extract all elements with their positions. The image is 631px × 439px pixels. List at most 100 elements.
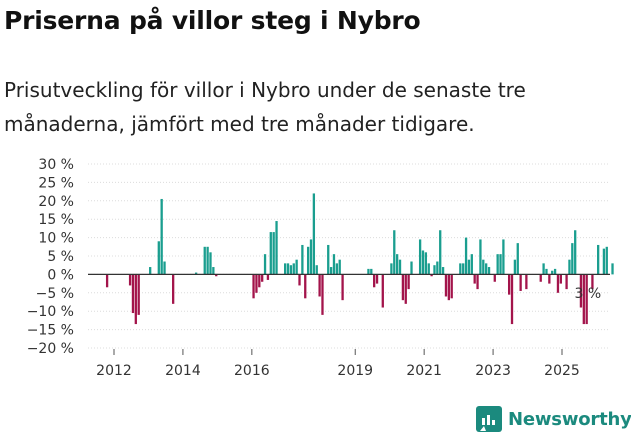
brand-name: Newsworthy xyxy=(508,408,631,430)
bar-positive xyxy=(553,268,557,275)
bar-positive xyxy=(545,268,548,275)
bar-negative xyxy=(318,274,321,297)
bar-positive xyxy=(502,239,505,275)
y-tick-label: 0 % xyxy=(47,267,74,283)
y-tick-label: 30 % xyxy=(38,157,74,173)
bar-positive xyxy=(309,239,313,275)
bar-negative xyxy=(539,274,542,282)
bar-positive xyxy=(284,263,287,275)
bar-series xyxy=(105,193,614,325)
grid-lines xyxy=(88,163,610,349)
bar-positive xyxy=(263,254,267,275)
bar-negative xyxy=(375,274,379,284)
bar-positive xyxy=(338,259,341,275)
bar-positive xyxy=(571,243,574,275)
bar-negative xyxy=(373,274,376,288)
bar-negative xyxy=(430,274,433,277)
bar-positive xyxy=(441,267,445,275)
bar-negative xyxy=(105,274,109,288)
bar-negative xyxy=(255,274,258,293)
bar-negative xyxy=(585,274,588,325)
bar-positive xyxy=(398,259,402,275)
bar-positive xyxy=(315,265,318,275)
bar-positive xyxy=(421,250,425,275)
bar-positive xyxy=(367,268,370,275)
bar-positive xyxy=(496,254,499,275)
bar-positive xyxy=(390,263,393,275)
bar-negative xyxy=(404,274,407,304)
bar-positive xyxy=(327,244,330,275)
bar-positive xyxy=(329,267,333,275)
y-tick-label: −5 % xyxy=(36,286,74,302)
bar-negative xyxy=(261,274,264,282)
x-axis: 2012 2014 2016 2019 2021 2023 2025 xyxy=(96,349,580,379)
bar-positive xyxy=(499,254,502,275)
bar-negative xyxy=(447,274,450,301)
bar-negative xyxy=(548,274,551,284)
bar-positive xyxy=(470,254,473,275)
bar-negative xyxy=(525,274,528,290)
bar-negative xyxy=(215,274,218,277)
x-tick-label: 2012 xyxy=(96,363,132,379)
bar-negative xyxy=(298,274,301,286)
latest-value-label: 3 % xyxy=(574,286,601,302)
bar-positive xyxy=(306,246,310,275)
bar-negative xyxy=(450,274,453,299)
bar-positive xyxy=(410,261,413,275)
x-tick-label: 2025 xyxy=(544,363,580,379)
bar-negative xyxy=(137,274,140,315)
x-tick-label: 2019 xyxy=(337,363,373,379)
bar-positive xyxy=(370,268,373,275)
bar-positive xyxy=(160,198,163,275)
bar-positive xyxy=(396,254,399,275)
bar-positive xyxy=(568,259,571,275)
bar-negative xyxy=(519,274,522,291)
bar-negative xyxy=(381,274,384,308)
bar-positive xyxy=(292,263,295,275)
y-tick-label: 15 % xyxy=(38,212,74,228)
bar-negative xyxy=(493,274,496,282)
bar-negative xyxy=(579,274,583,308)
y-tick-label: 20 % xyxy=(38,194,74,210)
y-tick-label: 5 % xyxy=(47,249,74,265)
bar-positive xyxy=(516,243,519,275)
bar-positive xyxy=(212,267,215,275)
annotation-layer: 3 % xyxy=(574,286,601,302)
bar-positive xyxy=(479,239,482,275)
y-tick-label: −10 % xyxy=(27,304,74,320)
newsworthy-logo-icon xyxy=(476,406,502,432)
bar-positive xyxy=(424,252,428,275)
y-tick-label: −20 % xyxy=(27,341,74,357)
bar-positive xyxy=(149,267,152,275)
bar-negative xyxy=(507,274,511,295)
bar-negative xyxy=(407,274,410,290)
bar-negative xyxy=(131,274,135,314)
bar-positive xyxy=(272,232,275,275)
x-tick-label: 2021 xyxy=(406,363,442,379)
bar-positive xyxy=(459,263,462,275)
bar-positive xyxy=(605,246,608,275)
bar-positive xyxy=(482,259,485,275)
bar-negative xyxy=(172,274,175,304)
bar-positive xyxy=(551,270,554,275)
bar-negative xyxy=(582,274,585,325)
bar-positive xyxy=(194,272,198,275)
bar-negative xyxy=(473,274,476,284)
bar-positive xyxy=(485,263,488,275)
bar-positive xyxy=(269,232,272,275)
bar-positive xyxy=(542,263,545,275)
y-tick-label: −15 % xyxy=(27,323,74,339)
bar-positive xyxy=(286,263,290,275)
x-tick-label: 2023 xyxy=(475,363,511,379)
bar-negative xyxy=(134,274,137,325)
bar-negative xyxy=(591,274,594,290)
bar-negative xyxy=(556,274,560,293)
bar-negative xyxy=(401,274,405,301)
bar-positive xyxy=(157,241,160,275)
bar-positive xyxy=(203,246,206,275)
bar-negative xyxy=(559,274,562,284)
y-axis: 30 % 25 % 20 % 15 % 10 % 5 % 0 % −5 % −10 % −15 %… xyxy=(27,157,74,357)
bar-negative xyxy=(321,274,324,315)
bar-positive xyxy=(462,263,465,275)
newsworthy-logo: Newsworthy xyxy=(476,406,631,432)
